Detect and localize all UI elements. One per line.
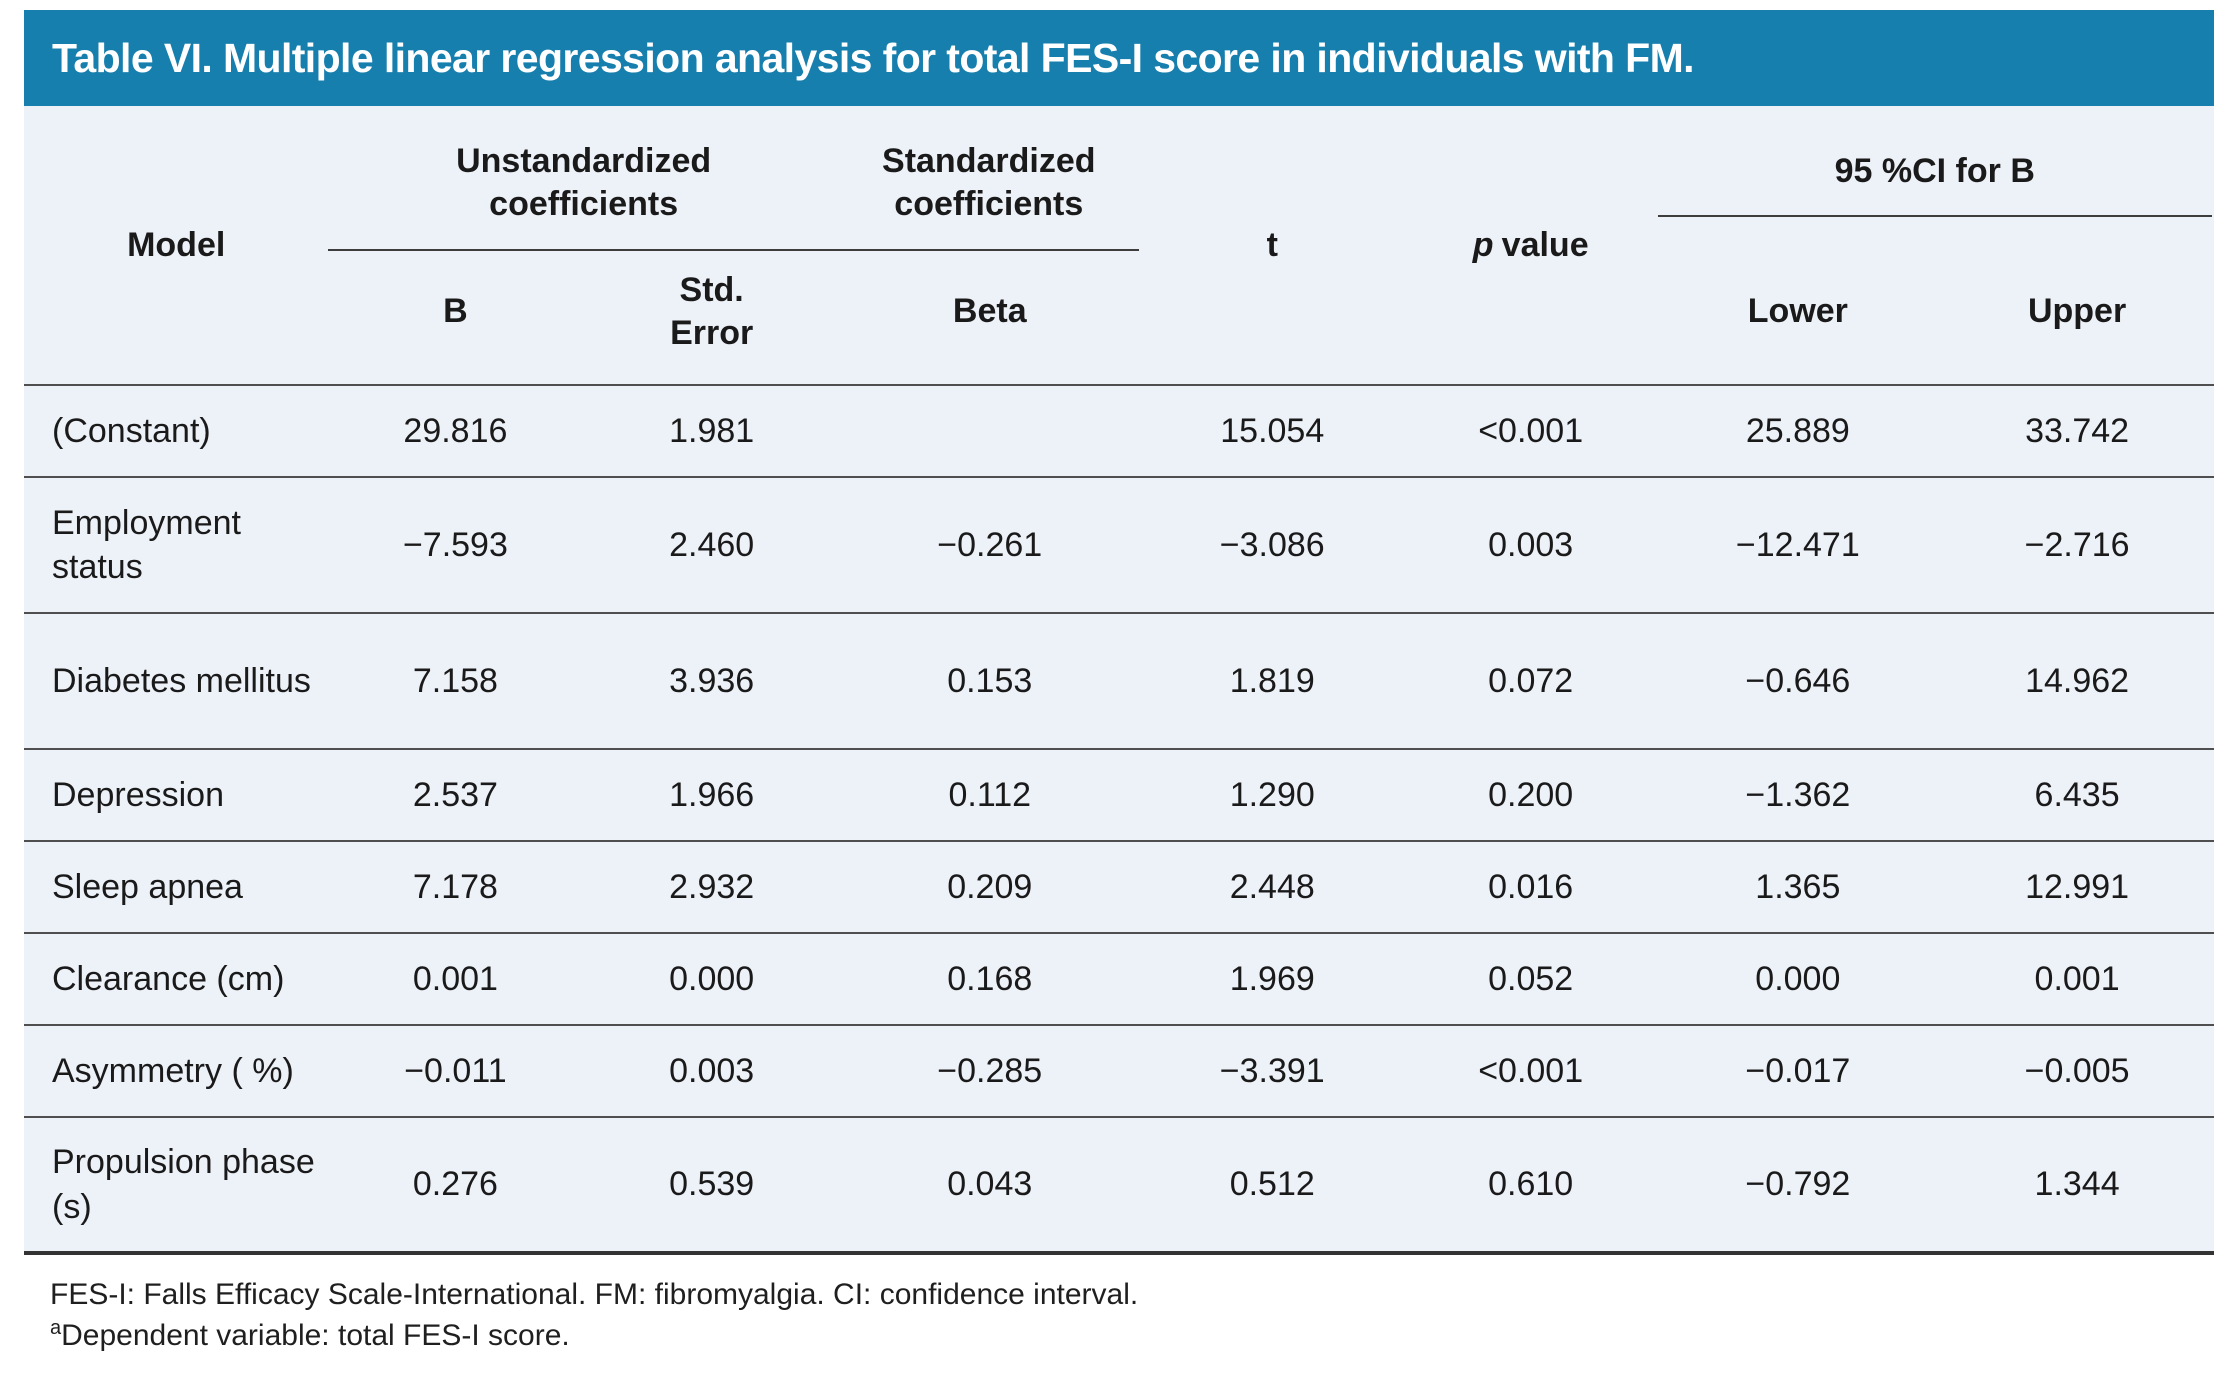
footnote-dependent-variable: aDependent variable: total FES-I score. bbox=[50, 1316, 570, 1352]
column-header-model: Model bbox=[127, 225, 226, 264]
cell-t: −3.086 bbox=[1219, 525, 1325, 564]
table-row: (Constant) 29.816 1.981 15.054 <0.001 25… bbox=[24, 385, 2214, 477]
cell-p: 0.003 bbox=[1488, 525, 1574, 564]
table-row: Propulsion phase (s) 0.276 0.539 0.043 0… bbox=[24, 1117, 2214, 1253]
table-row: Asymmetry ( %) −0.011 0.003 −0.285 −3.39… bbox=[24, 1025, 2214, 1117]
cell-upper: 1.344 bbox=[2034, 1165, 2120, 1204]
cell-t: −3.391 bbox=[1219, 1051, 1325, 1090]
cell-beta: 0.153 bbox=[947, 661, 1033, 700]
coefficients-group-underline: Unstandardized coefficients Standardized… bbox=[328, 106, 1139, 251]
table-row: Diabetes mellitus 7.158 3.936 0.153 1.81… bbox=[24, 613, 2214, 749]
cell-p: <0.001 bbox=[1478, 1051, 1584, 1090]
row-label: Depression bbox=[52, 775, 224, 814]
table-row: Clearance (cm) 0.001 0.000 0.168 1.969 0… bbox=[24, 933, 2214, 1025]
table-footnotes: FES-I: Falls Efficacy Scale-Internationa… bbox=[24, 1255, 2214, 1356]
cell-p: 0.052 bbox=[1488, 959, 1574, 998]
cell-lower: −0.792 bbox=[1745, 1165, 1851, 1204]
cell-t: 1.969 bbox=[1229, 959, 1315, 998]
cell-std-error: 1.981 bbox=[669, 411, 755, 450]
cell-upper: 12.991 bbox=[2025, 867, 2130, 906]
cell-t: 1.290 bbox=[1229, 775, 1315, 814]
cell-beta: −0.285 bbox=[937, 1051, 1043, 1090]
cell-std-error: 0.000 bbox=[669, 959, 755, 998]
cell-t: 1.819 bbox=[1229, 661, 1315, 700]
cell-upper: 14.962 bbox=[2025, 661, 2130, 700]
table-row: Employment status −7.593 2.460 −0.261 −3… bbox=[24, 477, 2214, 613]
column-header-t: t bbox=[1266, 225, 1278, 264]
table-row: Sleep apnea 7.178 2.932 0.209 2.448 0.01… bbox=[24, 841, 2214, 933]
column-header-std-error: Std. Error bbox=[670, 271, 754, 352]
cell-b: 7.178 bbox=[412, 867, 498, 906]
cell-lower: −0.017 bbox=[1745, 1051, 1851, 1090]
row-label: Employment status bbox=[52, 503, 241, 586]
cell-b: 0.276 bbox=[412, 1165, 498, 1204]
cell-b: 2.537 bbox=[412, 775, 498, 814]
cell-beta: −0.261 bbox=[937, 525, 1043, 564]
cell-upper: 6.435 bbox=[2034, 775, 2120, 814]
column-header-b: B bbox=[443, 292, 468, 331]
cell-p: 0.016 bbox=[1488, 867, 1574, 906]
cell-t: 2.448 bbox=[1229, 867, 1315, 906]
row-label: Sleep apnea bbox=[52, 867, 243, 906]
column-header-95ci: 95 %CI for B bbox=[1657, 106, 2212, 217]
cell-lower: 25.889 bbox=[1745, 411, 1850, 450]
cell-p: 0.072 bbox=[1488, 661, 1574, 700]
cell-lower: −0.646 bbox=[1745, 661, 1851, 700]
cell-p: <0.001 bbox=[1478, 411, 1584, 450]
cell-lower: −1.362 bbox=[1745, 775, 1851, 814]
table-title: Table VI. Multiple linear regression ana… bbox=[52, 34, 1695, 81]
row-label: Clearance (cm) bbox=[52, 959, 285, 998]
row-label: Diabetes mellitus bbox=[52, 661, 311, 700]
cell-std-error: 1.966 bbox=[669, 775, 755, 814]
footnote-abbreviations: FES-I: Falls Efficacy Scale-Internationa… bbox=[50, 1278, 1139, 1311]
coefficients-group-header: Unstandardized coefficients Standardized… bbox=[328, 106, 1139, 251]
cell-upper: 33.742 bbox=[2025, 411, 2130, 450]
cell-b: −7.593 bbox=[402, 525, 508, 564]
table-header: Model Unstandardized coefficients Standa… bbox=[24, 106, 2214, 385]
footnote-superscript-a: a bbox=[50, 1316, 62, 1339]
cell-beta: 0.112 bbox=[948, 775, 1032, 814]
cell-b: 0.001 bbox=[412, 959, 498, 998]
cell-beta: 0.168 bbox=[947, 959, 1033, 998]
row-label: (Constant) bbox=[52, 411, 211, 450]
column-header-p-value: p value bbox=[1472, 225, 1589, 264]
cell-std-error: 3.936 bbox=[669, 661, 755, 700]
cell-upper: 0.001 bbox=[2034, 959, 2120, 998]
column-header-standardized: Standardized coefficients bbox=[882, 142, 1096, 223]
column-header-upper: Upper bbox=[2027, 292, 2127, 331]
cell-std-error: 0.539 bbox=[669, 1165, 755, 1204]
cell-std-error: 0.003 bbox=[669, 1051, 755, 1090]
cell-std-error: 2.932 bbox=[669, 867, 755, 906]
cell-std-error: 2.460 bbox=[669, 525, 755, 564]
cell-upper: −0.005 bbox=[2024, 1051, 2130, 1090]
column-header-beta: Beta bbox=[952, 292, 1027, 331]
cell-p: 0.610 bbox=[1488, 1165, 1574, 1204]
regression-table: Model Unstandardized coefficients Standa… bbox=[24, 106, 2214, 1255]
cell-p: 0.200 bbox=[1488, 775, 1574, 814]
cell-beta bbox=[841, 385, 1139, 477]
cell-lower: 0.000 bbox=[1755, 959, 1841, 998]
column-header-unstandardized: Unstandardized coefficients bbox=[456, 142, 712, 223]
cell-lower: −12.471 bbox=[1735, 525, 1860, 564]
column-header-lower: Lower bbox=[1747, 292, 1848, 331]
cell-beta: 0.043 bbox=[947, 1165, 1033, 1204]
cell-beta: 0.209 bbox=[947, 867, 1033, 906]
cell-b: 7.158 bbox=[412, 661, 498, 700]
row-label: Asymmetry ( %) bbox=[52, 1051, 294, 1090]
table-row: Depression 2.537 1.966 0.112 1.290 0.200… bbox=[24, 749, 2214, 841]
cell-upper: −2.716 bbox=[2024, 525, 2130, 564]
ci-group-header: 95 %CI for B bbox=[1656, 106, 2215, 251]
cell-t: 15.054 bbox=[1220, 411, 1325, 450]
cell-b: −0.011 bbox=[404, 1051, 507, 1090]
row-label: Propulsion phase (s) bbox=[52, 1143, 315, 1226]
cell-lower: 1.365 bbox=[1755, 867, 1841, 906]
cell-t: 0.512 bbox=[1229, 1165, 1315, 1204]
cell-b: 29.816 bbox=[403, 411, 508, 450]
table-title-bar: Table VI. Multiple linear regression ana… bbox=[24, 10, 2214, 106]
